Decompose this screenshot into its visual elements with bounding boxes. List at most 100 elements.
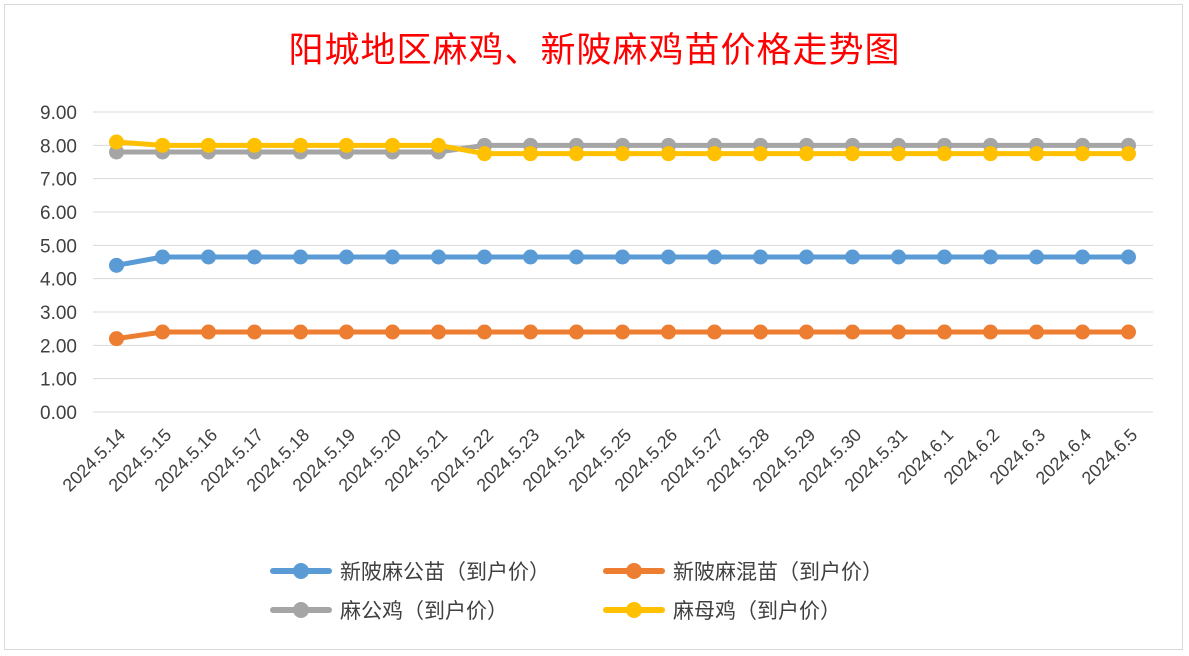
data-point (155, 324, 170, 340)
data-point (983, 249, 998, 265)
legend-label-4: 麻母鸡（到户价） (673, 599, 841, 623)
y-tick-label: 2.00 (40, 336, 77, 357)
data-point (1029, 146, 1044, 162)
data-point (569, 146, 584, 162)
legend-item-4: 麻母鸡（到户价） (603, 593, 841, 627)
data-point (339, 324, 354, 340)
data-point (799, 146, 814, 162)
data-point (891, 249, 906, 265)
data-point (661, 249, 676, 265)
legend-item-1: 新陂麻公苗（到户价） (270, 554, 550, 588)
data-point (845, 249, 860, 265)
y-tick-label: 4.00 (40, 270, 77, 291)
legend-swatch-icon-2 (603, 554, 665, 588)
data-point (615, 324, 630, 340)
legend-swatch-icon-3 (270, 593, 332, 627)
data-point (431, 324, 446, 340)
data-point (1029, 324, 1044, 340)
y-axis: 0.00 1.00 2.00 3.00 4.00 5.00 6.00 7.00 8.00 9.00 (40, 103, 77, 424)
data-point (431, 249, 446, 265)
gridlines (93, 111, 1153, 413)
series-1 (109, 249, 1136, 273)
data-point (937, 146, 952, 162)
data-point (615, 146, 630, 162)
data-point (109, 257, 124, 273)
x-axis: 2024.5.142024.5.152024.5.162024.5.172024… (59, 425, 1142, 496)
series-2 (109, 324, 1136, 347)
data-point (247, 249, 262, 265)
data-point (247, 324, 262, 340)
data-point (983, 146, 998, 162)
data-point (983, 324, 998, 340)
data-point (937, 249, 952, 265)
data-point (799, 324, 814, 340)
data-point (799, 249, 814, 265)
data-point (293, 324, 308, 340)
legend-swatch-icon-1 (270, 554, 332, 588)
data-point (707, 324, 722, 340)
data-point (385, 137, 400, 153)
data-point (155, 137, 170, 153)
data-point (293, 249, 308, 265)
data-point (615, 249, 630, 265)
data-point (661, 324, 676, 340)
data-point (707, 146, 722, 162)
y-tick-label: 9.00 (40, 103, 77, 124)
y-tick-label: 7.00 (40, 170, 77, 191)
chart-title: 阳城地区麻鸡、新陂麻鸡苗价格走势图 (288, 31, 901, 71)
series-4 (109, 134, 1136, 162)
legend-item-2: 新陂麻混苗（到户价） (603, 554, 883, 588)
data-point (891, 324, 906, 340)
y-tick-label: 0.00 (40, 403, 77, 424)
data-point (201, 137, 216, 153)
data-point (707, 249, 722, 265)
data-point (155, 249, 170, 265)
data-point (891, 146, 906, 162)
data-point (1121, 249, 1136, 265)
data-point (431, 137, 446, 153)
series-lines (109, 134, 1136, 347)
data-point (1029, 249, 1044, 265)
data-point (109, 331, 124, 347)
data-point (523, 146, 538, 162)
y-tick-label: 5.00 (40, 236, 77, 257)
data-point (523, 324, 538, 340)
data-point (753, 249, 768, 265)
data-point (477, 249, 492, 265)
data-point (753, 146, 768, 162)
data-point (523, 249, 538, 265)
data-point (385, 324, 400, 340)
data-point (293, 137, 308, 153)
legend-label-2: 新陂麻混苗（到户价） (673, 560, 883, 584)
legend-label-3: 麻公鸡（到户价） (340, 599, 508, 623)
data-point (477, 324, 492, 340)
legend-item-3: 麻公鸡（到户价） (270, 593, 508, 627)
data-point (339, 249, 354, 265)
data-point (569, 249, 584, 265)
data-point (845, 324, 860, 340)
data-point (1075, 324, 1090, 340)
data-point (247, 137, 262, 153)
data-point (339, 137, 354, 153)
y-tick-label: 8.00 (40, 136, 77, 157)
data-point (109, 134, 124, 150)
data-point (1121, 146, 1136, 162)
data-point (201, 324, 216, 340)
data-point (1075, 146, 1090, 162)
legend-label-1: 新陂麻公苗（到户价） (340, 560, 550, 584)
data-point (1121, 324, 1136, 340)
data-point (385, 249, 400, 265)
data-point (201, 249, 216, 265)
y-tick-label: 1.00 (40, 370, 77, 391)
data-point (477, 146, 492, 162)
data-point (937, 324, 952, 340)
y-tick-label: 6.00 (40, 203, 77, 224)
data-point (661, 146, 676, 162)
y-tick-label: 3.00 (40, 303, 77, 324)
data-point (569, 324, 584, 340)
data-point (845, 146, 860, 162)
data-point (753, 324, 768, 340)
legend-swatch-icon-4 (603, 593, 665, 627)
data-point (1075, 249, 1090, 265)
